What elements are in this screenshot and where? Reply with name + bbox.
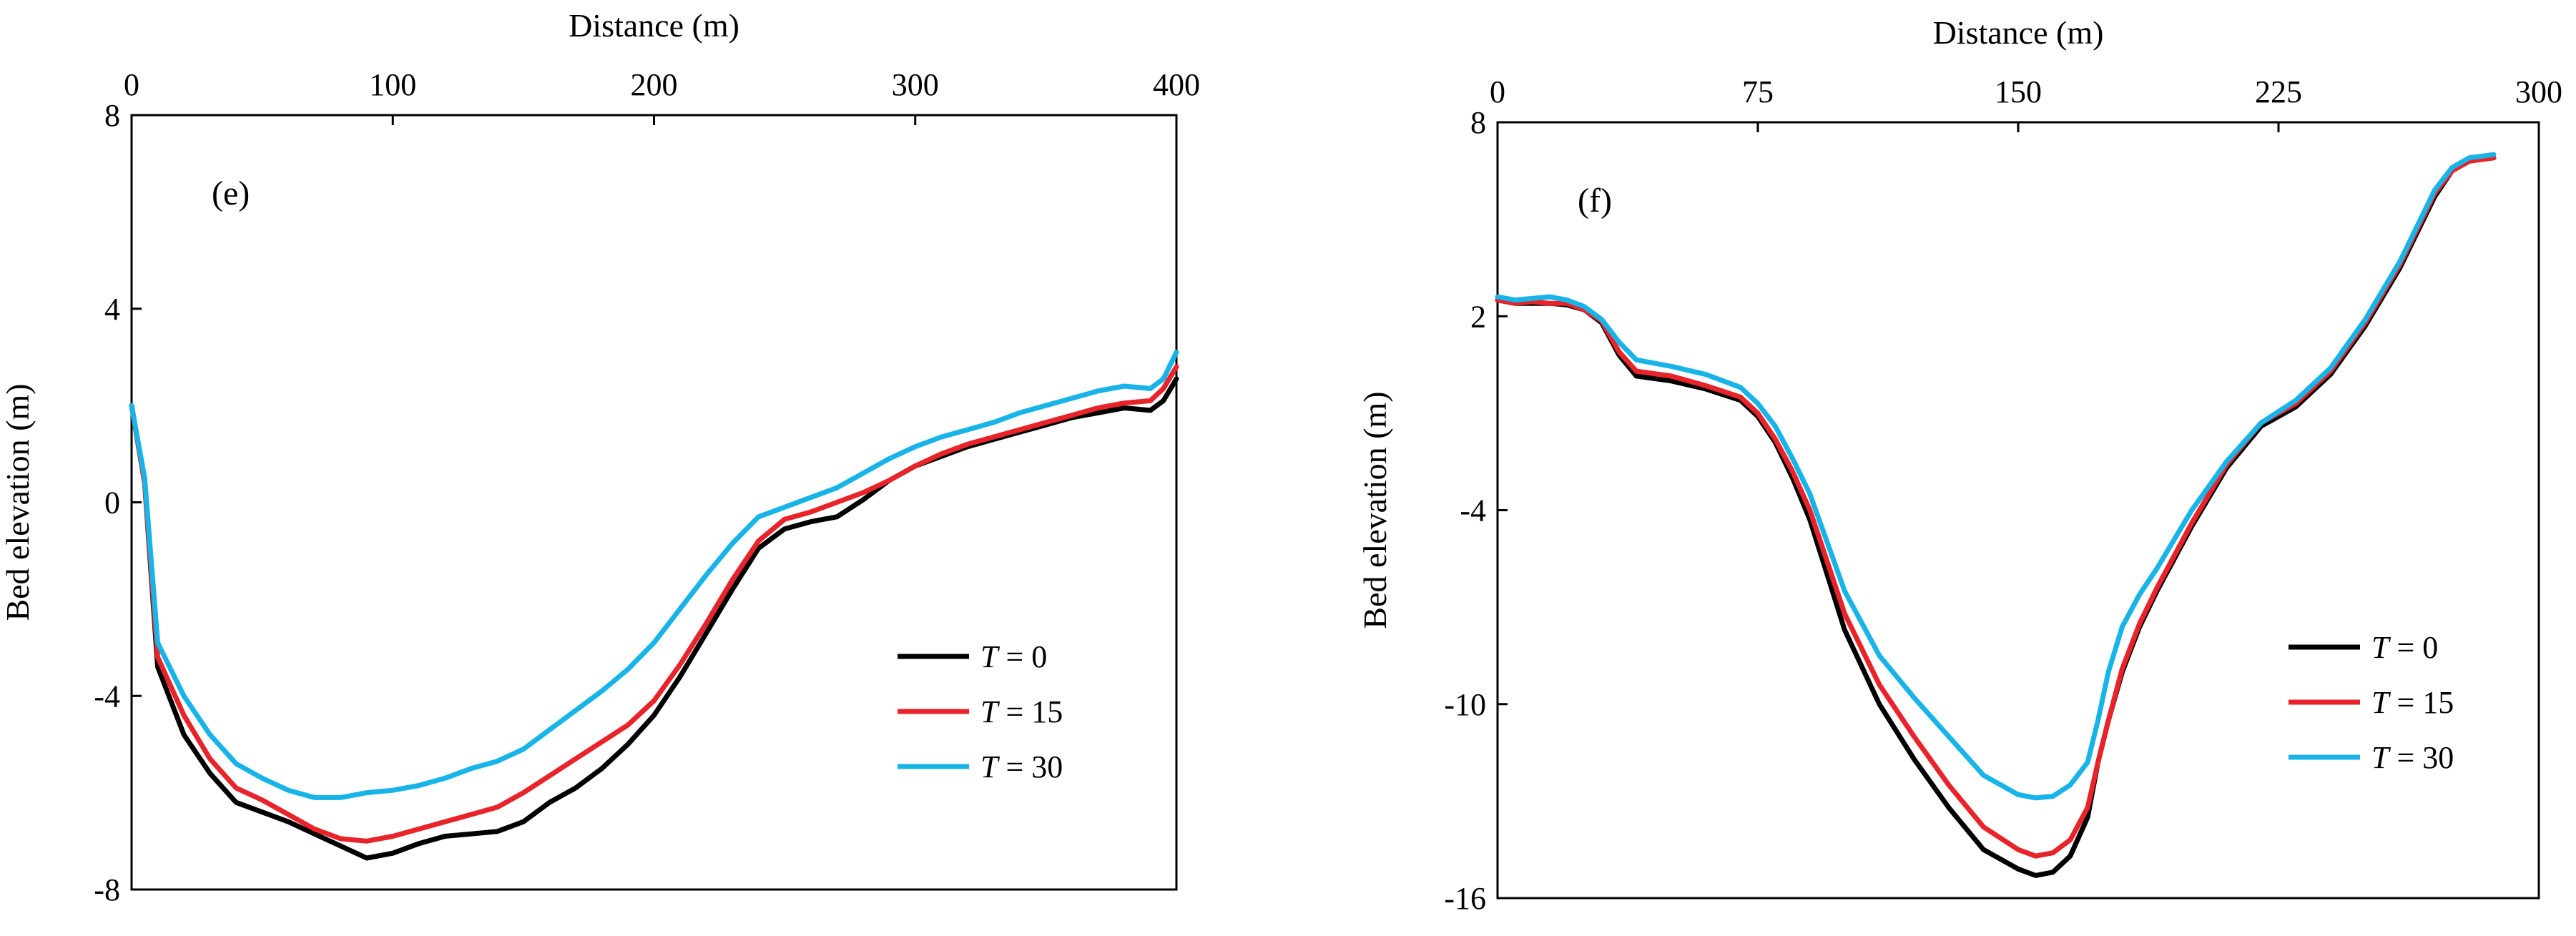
chart-1-legend-value: = 30 (998, 749, 1063, 784)
chart-2-x-axis-title: Distance (m) (1933, 14, 2104, 51)
chart-2-y-tick-label: 8 (1470, 105, 1486, 140)
chart-1-x-axis-title: Distance (m) (569, 7, 739, 44)
chart-2-legend-value: = 0 (2389, 630, 2438, 665)
chart-1-y-axis-title: Bed elevation (m) (0, 383, 36, 621)
chart-1-legend: T = 0T = 15T = 30 (898, 639, 1063, 784)
chart-1-x-tick-label: 400 (1153, 67, 1200, 102)
chart-2-legend-variable: T (2371, 740, 2391, 775)
chart-2-legend-variable: T (2371, 630, 2391, 665)
chart-1-series-line-1 (129, 376, 1179, 861)
chart-2-x-tick-label: 150 (1995, 74, 2042, 109)
chart-1-panel: 0 100 200 300 400 -8 -4 0 4 8 Distance (m) Bed elev… (0, 7, 1200, 907)
chart-1-x-tick-label: 300 (892, 67, 939, 102)
chart-2-y-tick-label: -10 (1444, 687, 1486, 722)
chart-2-plot-frame (1496, 121, 2540, 900)
chart-2-series-line-1 (1495, 155, 2497, 878)
chart-2-x-tick-label: 0 (1490, 74, 1505, 109)
chart-1-legend-variable: T (980, 749, 1001, 784)
chart-2-legend: T = 0T = 15T = 30 (2289, 630, 2454, 775)
chart-2-series-line-2 (1495, 155, 2497, 859)
chart-1-series-line-2 (129, 364, 1179, 844)
chart-1-panel-label: (e) (212, 174, 250, 212)
chart-2-legend-label-1: T = 0 (2371, 630, 2438, 665)
chart-2-legend-value: = 30 (2389, 740, 2454, 775)
chart-1-y-tick-label: -4 (94, 679, 120, 714)
chart-1-legend-value: = 15 (998, 694, 1063, 729)
chart-2-panel-label: (f) (1578, 182, 1612, 220)
chart-2-legend-label-3: T = 30 (2371, 740, 2454, 775)
chart-2-series-line-3 (1495, 152, 2497, 801)
chart-2-legend-variable: T (2371, 685, 2391, 720)
chart-2-legend-value: = 15 (2389, 685, 2454, 720)
chart-1-series-line-3 (129, 350, 1179, 800)
chart-1-legend-label-3: T = 30 (980, 749, 1063, 784)
chart-2-y-axis-title: Bed elevation (m) (1357, 391, 1393, 629)
chart-1-x-tick-label: 0 (124, 67, 139, 102)
chart-2-x-tick-label: 75 (1742, 74, 1774, 109)
chart-1-x-tick-label: 200 (631, 67, 678, 102)
chart-2-x-tick-label: 225 (2255, 74, 2302, 109)
chart-1-legend-label-1: T = 0 (980, 639, 1047, 674)
chart-2-panel: 0 75 150 225 300 -16 -10 -4 2 8 Distance (m) Bed el… (1357, 14, 2562, 916)
chart-1-legend-value: = 0 (998, 639, 1047, 674)
chart-1-legend-variable: T (980, 694, 1001, 729)
chart-2-x-tick-label: 300 (2515, 74, 2562, 109)
chart-2-y-tick-label: 2 (1470, 299, 1486, 334)
chart-1-legend-variable: T (980, 639, 1001, 674)
chart-1-y-tick-label: 0 (104, 486, 120, 521)
chart-1-y-tick-label: 8 (104, 98, 120, 133)
chart-2-legend-label-2: T = 15 (2371, 685, 2454, 720)
chart-2-y-tick-label: -4 (1460, 493, 1486, 528)
chart-2-y-tick-label: -16 (1444, 881, 1486, 916)
chart-1-legend-label-2: T = 15 (980, 694, 1063, 729)
chart-1-x-tick-label: 100 (369, 67, 416, 102)
chart-1-y-tick-label: 4 (104, 292, 120, 327)
chart-1-y-tick-label: -8 (94, 872, 120, 907)
